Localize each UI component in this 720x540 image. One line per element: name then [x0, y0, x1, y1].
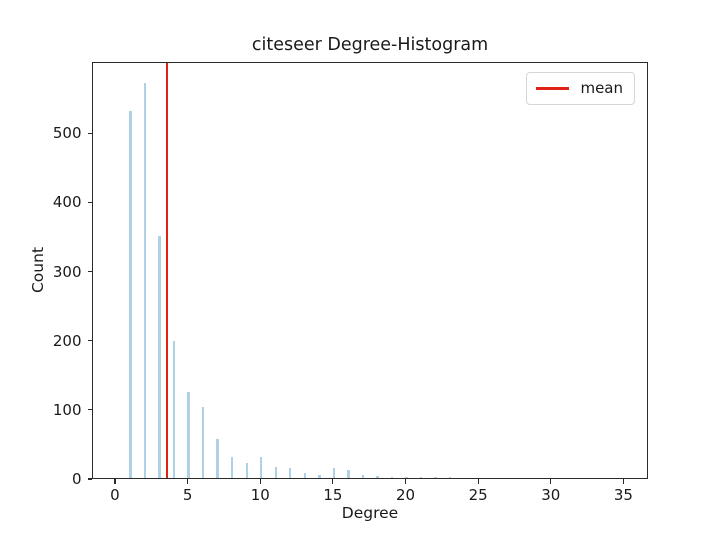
- plot-area: mean: [92, 62, 648, 479]
- x-tick-label: 0: [110, 486, 120, 504]
- legend: mean: [526, 72, 635, 105]
- y-tick-mark: [87, 270, 92, 273]
- histogram-bar: [274, 466, 277, 478]
- histogram-bar: [158, 235, 161, 478]
- mean-vline: [165, 63, 169, 478]
- x-tick-label: 5: [182, 486, 193, 504]
- x-tick-mark: [622, 479, 625, 484]
- histogram-bar: [318, 474, 321, 478]
- x-tick-mark: [477, 479, 479, 484]
- histogram-bar: [434, 477, 437, 478]
- histogram-bar: [289, 467, 292, 478]
- chart-title: citeseer Degree-Histogram: [251, 35, 489, 55]
- mean-line-legend-swatch: [536, 87, 570, 90]
- legend-label: mean: [580, 79, 623, 97]
- x-tick-mark: [259, 479, 261, 484]
- x-tick-mark: [186, 479, 189, 484]
- histogram-bar: [390, 476, 394, 478]
- histogram-bar: [172, 341, 176, 478]
- x-tick-label: 25: [468, 486, 488, 504]
- x-tick-label: 30: [541, 486, 561, 504]
- x-tick-mark: [114, 479, 116, 484]
- histogram-bar: [231, 457, 234, 478]
- y-tick-mark: [87, 132, 92, 134]
- y-tick-mark: [87, 340, 92, 342]
- histogram-bar: [129, 111, 132, 478]
- y-tick-label: 500: [52, 124, 82, 143]
- histogram-bar: [245, 462, 248, 478]
- histogram-bar: [260, 457, 263, 478]
- x-tick-label: 10: [250, 486, 270, 504]
- histogram-bar: [361, 475, 365, 478]
- x-tick-label: 15: [323, 486, 343, 504]
- y-tick-label: 200: [52, 331, 82, 350]
- y-tick-mark: [87, 409, 92, 411]
- histogram-bar: [448, 476, 452, 478]
- y-tick-mark: [87, 478, 92, 480]
- x-axis-label: Degree: [341, 504, 399, 522]
- x-tick-mark: [404, 479, 407, 484]
- histogram-bar: [143, 83, 147, 478]
- y-tick-mark: [87, 201, 92, 203]
- histogram-bar: [187, 391, 190, 478]
- x-tick-label: 35: [613, 486, 633, 504]
- y-tick-label: 300: [52, 262, 82, 281]
- x-tick-mark: [332, 479, 334, 484]
- histogram-bar: [216, 438, 219, 478]
- histogram-bar: [419, 476, 423, 478]
- y-tick-label: 400: [52, 193, 82, 212]
- y-tick-label: 100: [52, 400, 82, 419]
- histogram-bar: [303, 473, 306, 478]
- histogram-bar: [405, 476, 408, 478]
- x-tick-label: 20: [395, 486, 416, 504]
- x-tick-mark: [550, 479, 552, 484]
- histogram-bar: [376, 475, 379, 478]
- y-tick-label: 0: [71, 470, 82, 488]
- histogram-bar: [347, 470, 350, 478]
- histogram-bar: [332, 468, 336, 478]
- histogram-bar: [201, 406, 205, 478]
